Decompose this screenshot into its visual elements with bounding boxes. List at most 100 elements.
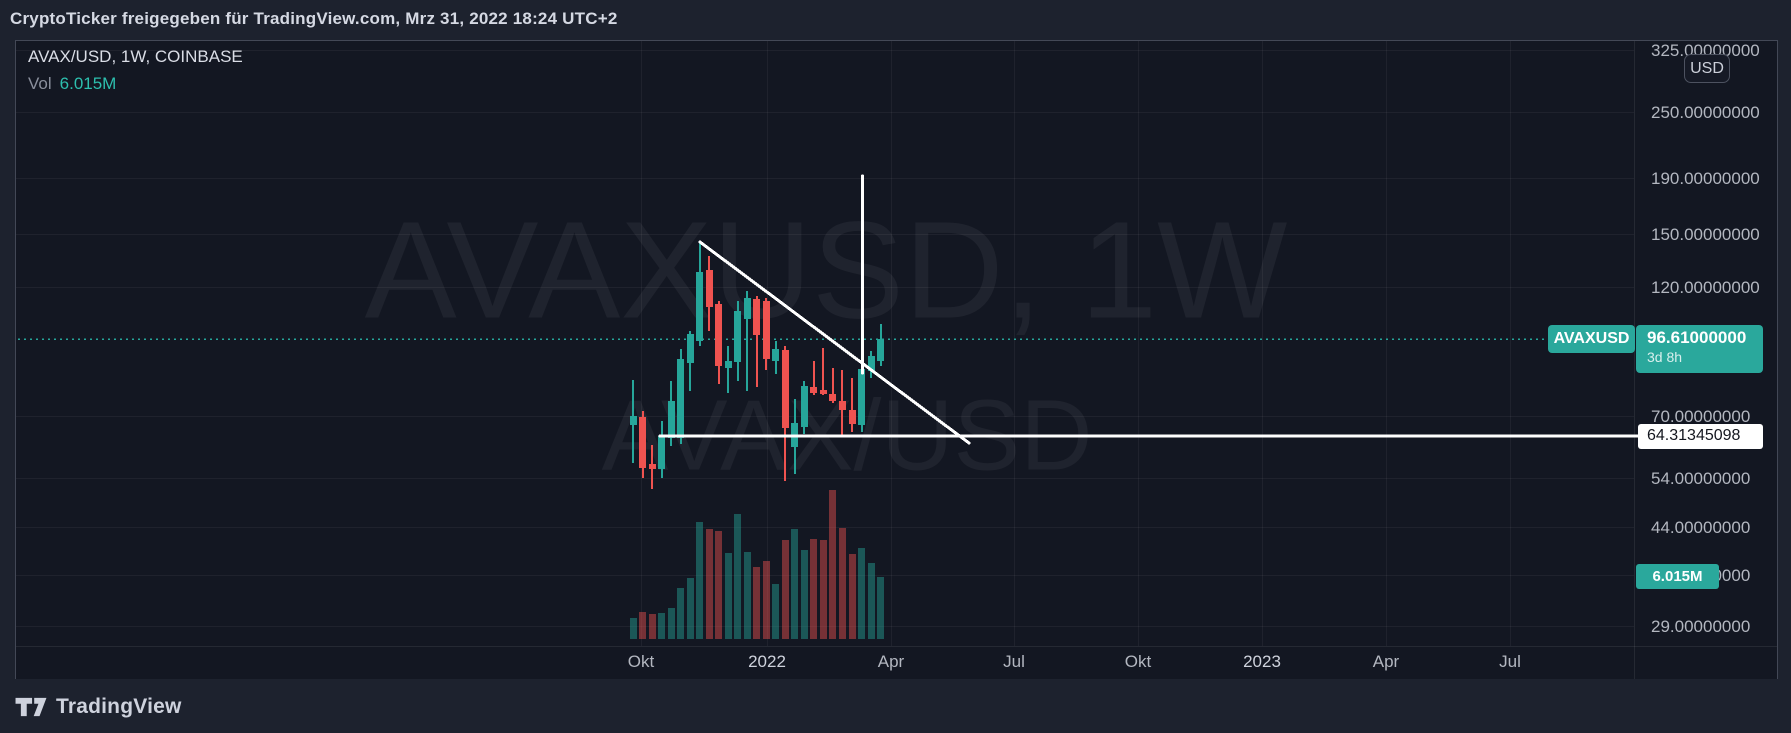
price-axis-label: 190.00000000 [1651,168,1760,188]
volume-label: Vol [28,74,52,93]
footer-bar: TradingView [0,679,1791,733]
volume-bar [800,549,808,639]
candle-wick [822,348,825,396]
candle-body [829,394,837,402]
candle-body [819,389,827,395]
candle-body [762,301,770,360]
header-bar: CryptoTicker freigegeben für TradingView… [0,0,1791,40]
volume-bar [781,540,789,639]
volume-value-badge: 6.015M [1636,564,1719,589]
tradingview-logo-text: TradingView [56,695,182,718]
volume-bar [724,552,732,639]
volume-bar [658,613,666,639]
price-axis-label: 250.00000000 [1651,103,1760,123]
price-axis-separator [1634,41,1635,679]
tradingview-logo-icon [15,697,47,717]
candle-body [858,369,865,425]
volume-bar [648,614,656,639]
tradingview-logo[interactable]: TradingView [15,694,182,720]
last-price-badge: 96.61000000 3d 8h [1636,325,1763,373]
candle-wick [755,296,758,388]
candle-body [877,339,884,361]
volume-bar [629,618,637,639]
candle-body [686,333,694,364]
volume-bar [762,561,770,639]
candle-body [696,272,704,342]
chart-legend[interactable]: AVAX/USD, 1W, COINBASE Vol 6.015M [28,47,243,94]
price-axis-label: 70.00000000 [1651,406,1751,426]
symbol-price-label-badge: AVAXUSD [1548,325,1635,353]
volume-bar [848,553,856,639]
horizontal-line-price-badge: 64.31345098 [1638,423,1763,449]
time-axis-label: Jul [1499,652,1521,671]
volume-bar [677,588,685,639]
candle-wick [746,291,749,392]
candle-body [800,386,808,427]
time-axis-label: 2022 [748,652,786,671]
volume-bar [705,528,713,639]
volume-bar [791,528,799,639]
grid-lines [16,41,1634,646]
time-axis-separator [16,646,1777,647]
volume-bar [829,490,837,639]
candle-body [772,349,780,362]
candle-body [705,270,713,307]
volume-bar [734,514,742,639]
bar-countdown: 3d 8h [1647,349,1683,365]
volume-bar [810,539,818,639]
candle-body [658,435,666,469]
legend-symbol-title[interactable]: AVAX/USD, 1W, COINBASE [28,47,243,66]
candle-body [753,298,761,335]
candle-body [867,355,875,372]
time-axis-label: Apr [877,652,905,671]
volume-bar [715,530,723,639]
candle-body [648,463,656,469]
volume-bar [858,547,865,639]
drawing-tools-layer[interactable] [16,41,1777,679]
time-axis-label: Okt [1124,652,1152,671]
candle-body [667,401,675,439]
last-price-value: 96.61000000 [1647,328,1747,347]
volume-bar [838,527,846,639]
candle-wick [727,346,730,394]
price-axis-label: 120.00000000 [1651,278,1760,298]
volume-bar [877,576,884,639]
candle-body [639,416,646,468]
candle-body [838,401,846,410]
legend-volume-row: Vol 6.015M [28,74,243,94]
candle-body [629,415,637,425]
price-axis-label: 44.00000000 [1651,517,1751,537]
candle-wick [831,368,834,404]
descending-trendline[interactable] [698,240,971,445]
volume-bar [743,551,751,639]
candle-body [715,304,723,367]
time-axis-label: 2023 [1243,652,1281,671]
price-axis-label: 325.00000000 [1651,40,1760,60]
volume-value: 6.015M [59,74,117,93]
candle-wick [812,361,815,395]
price-axis-label: 150.00000000 [1651,225,1760,245]
price-axis-label: 54.00000000 [1651,468,1751,488]
volume-bar [753,567,761,639]
volume-bar [867,563,875,639]
candle-body [810,387,818,394]
candle-body [734,310,742,363]
chart-frame[interactable]: AVAXUSD, 1W AVAX/USD 325.00000000 250.000… [15,40,1778,680]
header-title: CryptoTicker freigegeben für TradingView… [10,9,618,28]
candle-body [743,297,751,319]
volume-bar [819,540,827,639]
candle-body [781,350,789,429]
volume-bar [686,577,694,639]
time-axis-label: Okt [627,652,655,671]
volume-bar [772,583,780,639]
currency-unit-badge: USD [1684,54,1730,83]
candle-wick [851,378,853,432]
time-axis-label: Jul [1003,652,1025,671]
candle-body [724,361,732,369]
price-axis-label: 29.00000000 [1651,617,1751,637]
volume-bar [639,612,646,639]
volume-bar [696,521,704,639]
time-axis-label: Apr [1372,652,1400,671]
candle-body [848,409,856,424]
